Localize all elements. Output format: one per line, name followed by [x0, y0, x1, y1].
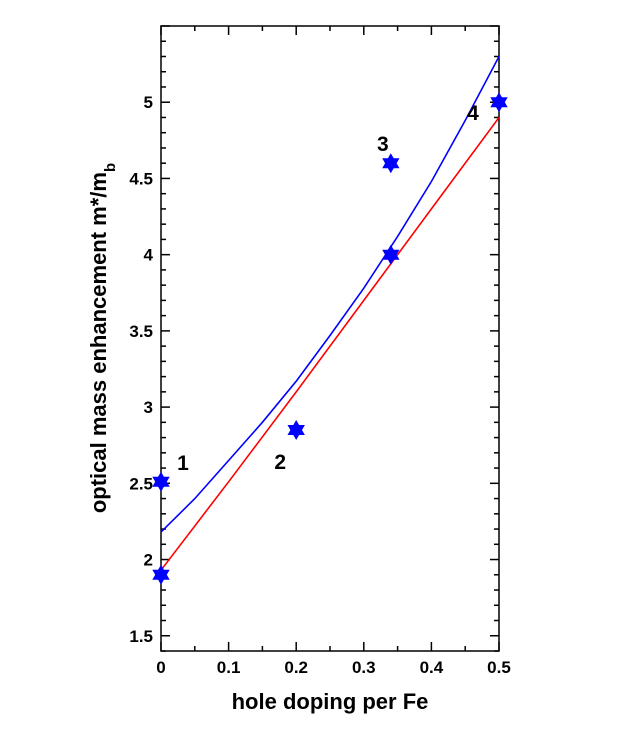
data-point-star	[287, 425, 305, 440]
plot-frame	[160, 25, 500, 652]
point-label: 3	[377, 133, 389, 156]
x-tick-label: 0.3	[352, 658, 376, 677]
y-tick-label: 5	[144, 93, 153, 112]
point-label: 4	[467, 102, 479, 125]
y-tick-labels: 1.5 2 2.5 3 3.5 4 4.5 5	[129, 93, 153, 646]
x-tick-label: 0.2	[284, 658, 308, 677]
data-markers	[152, 92, 508, 585]
x-axis-title: hole doping per Fe	[232, 689, 429, 714]
x-tick-label: 0.1	[217, 658, 241, 677]
y-axis-title: optical mass enhancement m*/mb	[86, 163, 119, 513]
point-labels: 1 2 3 4	[177, 102, 479, 475]
point-label: 2	[274, 451, 286, 474]
fit-lines	[160, 56, 500, 571]
data-point-star	[490, 97, 508, 113]
data-point-star	[382, 158, 400, 174]
x-tick-label: 0.4	[420, 658, 444, 677]
x-tick-label: 0.5	[487, 658, 511, 677]
y-tick-label: 3.5	[129, 322, 153, 341]
axis-ticks	[160, 25, 500, 652]
fit-line-red	[160, 117, 500, 571]
y-tick-label: 4.5	[129, 169, 153, 188]
y-tick-label: 1.5	[129, 627, 153, 646]
x-tick-label: 0	[156, 658, 165, 677]
point-label: 1	[177, 452, 189, 475]
x-tick-labels: 0 0.1 0.2 0.3 0.4 0.5	[156, 658, 511, 677]
y-tick-label: 4	[144, 246, 154, 265]
y-axis-title-subscript: b	[102, 163, 119, 172]
y-tick-label: 2.5	[129, 474, 153, 493]
y-tick-label: 3	[144, 398, 153, 417]
data-point-star	[382, 249, 400, 265]
fit-line-blue	[160, 56, 500, 533]
y-tick-label: 2	[144, 551, 153, 570]
data-point-star	[152, 476, 170, 492]
y-axis-title-main: optical mass enhancement m*/m	[86, 172, 111, 513]
data-point-star	[152, 569, 170, 585]
